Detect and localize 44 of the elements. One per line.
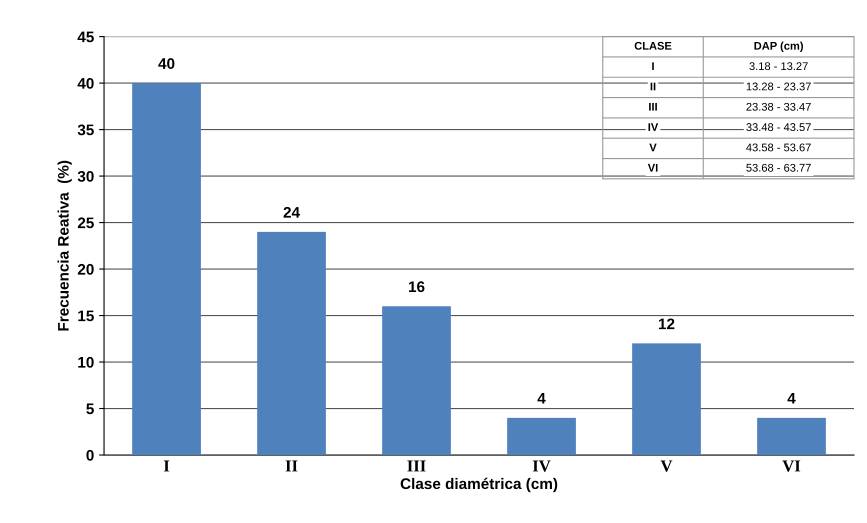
x-tick-label: I xyxy=(164,460,170,472)
y-tick-label: 25 xyxy=(78,217,94,228)
annotation: DAP (cm) xyxy=(754,42,803,52)
bar xyxy=(257,232,326,456)
bar xyxy=(382,306,451,456)
bar xyxy=(757,418,826,456)
annotation: 23.38 - 33.47 xyxy=(746,102,811,111)
y-tick-label: 5 xyxy=(86,404,94,414)
annotation: 3.18 - 13.27 xyxy=(749,62,808,70)
y-axis-title: Frecuencia Reativa (%) xyxy=(58,160,72,331)
annotation: 33.48 - 43.57 xyxy=(746,123,811,132)
annotation: II xyxy=(650,82,656,90)
data-label: 24 xyxy=(284,206,300,218)
annotation: IV xyxy=(648,123,658,131)
annotation: CLASE xyxy=(634,42,672,50)
data-label: 16 xyxy=(408,281,424,292)
data-label: 4 xyxy=(787,393,796,404)
data-label: 4 xyxy=(537,393,546,404)
bar xyxy=(507,418,576,456)
annotation: V xyxy=(649,144,657,152)
y-tick-label: 35 xyxy=(78,124,94,136)
x-tick-label: III xyxy=(407,460,426,472)
x-axis-title: Clase diamétrica (cm) xyxy=(400,478,558,492)
annotation: 13.28 - 23.37 xyxy=(746,82,811,90)
y-tick-label: 0 xyxy=(86,450,94,461)
bar xyxy=(132,83,201,456)
y-tick-label: 15 xyxy=(78,310,94,322)
x-tick-label: II xyxy=(286,460,298,472)
annotation: I xyxy=(652,62,654,70)
data-label: 12 xyxy=(658,318,674,330)
x-tick-label: VI xyxy=(782,460,800,472)
x-tick-label: V xyxy=(660,460,672,472)
x-tick-label: IV xyxy=(532,460,551,472)
y-tick-label: 20 xyxy=(78,264,94,275)
y-tick-label: 40 xyxy=(78,78,94,89)
y-tick-label: 10 xyxy=(78,356,94,368)
y-tick-label: 30 xyxy=(78,170,94,182)
y-tick-label: 45 xyxy=(78,32,94,42)
data-label: 40 xyxy=(158,58,174,69)
annotation: III xyxy=(649,102,657,111)
bar xyxy=(632,343,701,456)
annotation: VI xyxy=(648,164,658,172)
annotation: 53.68 - 63.77 xyxy=(746,164,811,172)
annotation: 43.58 - 53.67 xyxy=(746,143,811,152)
